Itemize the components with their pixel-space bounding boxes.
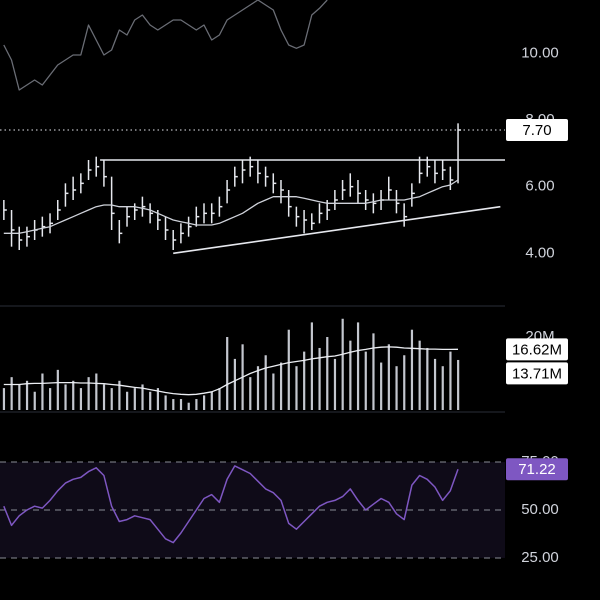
y-tick-label: 10.00 <box>521 44 559 61</box>
volume-bar <box>264 355 267 410</box>
trend-line <box>173 205 501 255</box>
volume-bar <box>441 366 444 410</box>
plot <box>2 318 460 410</box>
volume-bar <box>287 329 290 410</box>
volume-bar <box>49 388 52 410</box>
value-label-box <box>506 362 568 385</box>
volume-bar <box>333 358 337 410</box>
volume-bar <box>156 388 160 410</box>
value-label: 16.62M <box>512 341 562 358</box>
volume-bar <box>233 358 236 410</box>
volume-bar <box>403 355 406 410</box>
volume-bar <box>164 395 167 410</box>
volume-bar <box>256 366 260 410</box>
y-tick-label: 6.00 <box>525 178 554 195</box>
volume-bar <box>141 384 144 410</box>
volume-bar <box>218 388 221 410</box>
volume-bar <box>449 351 452 410</box>
value-label-box <box>506 338 568 361</box>
volume-bar <box>426 347 429 410</box>
volume-bar <box>18 384 21 410</box>
volume-bar <box>410 329 414 410</box>
y-tick-label: 25.00 <box>521 549 559 566</box>
volume-bar <box>318 347 321 410</box>
volume-bar <box>95 373 98 410</box>
y-tick-label: 4.00 <box>525 244 554 261</box>
volume-bar <box>126 391 129 410</box>
volume-bar <box>56 369 59 410</box>
value-label-box <box>506 119 568 141</box>
plot <box>3 0 505 255</box>
volume-bar <box>149 391 152 410</box>
volume-bar <box>2 388 6 410</box>
volume-bar <box>118 380 121 410</box>
volume-bar <box>172 399 175 410</box>
volume-bar <box>326 337 329 410</box>
volume-bar <box>295 366 298 410</box>
volume-bar <box>457 359 460 410</box>
value-label: 7.70 <box>522 122 551 139</box>
value-label: 71.22 <box>518 461 556 478</box>
volume-bar <box>10 377 13 410</box>
volume-bar <box>341 318 344 410</box>
volume-bar <box>33 391 36 410</box>
volume-bar <box>179 399 183 410</box>
volume-bar <box>87 377 90 410</box>
volume-bar <box>41 373 44 410</box>
volume-ma-line <box>3 346 459 396</box>
volume-bar <box>356 322 360 410</box>
value-label: 13.71M <box>512 365 562 382</box>
rsi-line <box>3 465 459 544</box>
volume-bar <box>272 373 275 410</box>
volume-bar <box>210 391 213 410</box>
volume-bar <box>187 402 190 410</box>
volume-bar <box>133 388 136 410</box>
overlay-line <box>3 179 459 234</box>
volume-bar <box>387 344 390 410</box>
volume-bar <box>226 337 229 410</box>
volume-bar <box>310 322 313 410</box>
volume-bar <box>279 362 283 410</box>
volume-bar <box>433 358 437 410</box>
volume-bar <box>25 380 29 410</box>
y-tick-label: 50.00 <box>521 501 559 518</box>
volume-bar <box>79 388 83 410</box>
volume-bar <box>110 388 113 410</box>
plot <box>3 465 459 544</box>
volume-bar <box>195 399 198 410</box>
volume-bar <box>72 380 75 410</box>
volume-bar <box>395 366 398 410</box>
volume-bar <box>303 351 306 410</box>
volume-bar <box>372 333 375 410</box>
volume-bar <box>102 384 106 410</box>
volume-bar <box>418 340 421 410</box>
volume-bar <box>380 362 383 410</box>
volume-bar <box>203 395 206 410</box>
volume-bar <box>364 351 367 410</box>
volume-bar <box>349 340 352 410</box>
volume-bar <box>249 377 252 410</box>
value-label-box <box>506 458 568 481</box>
volume-bar <box>64 384 67 410</box>
overlay-line <box>3 0 328 91</box>
